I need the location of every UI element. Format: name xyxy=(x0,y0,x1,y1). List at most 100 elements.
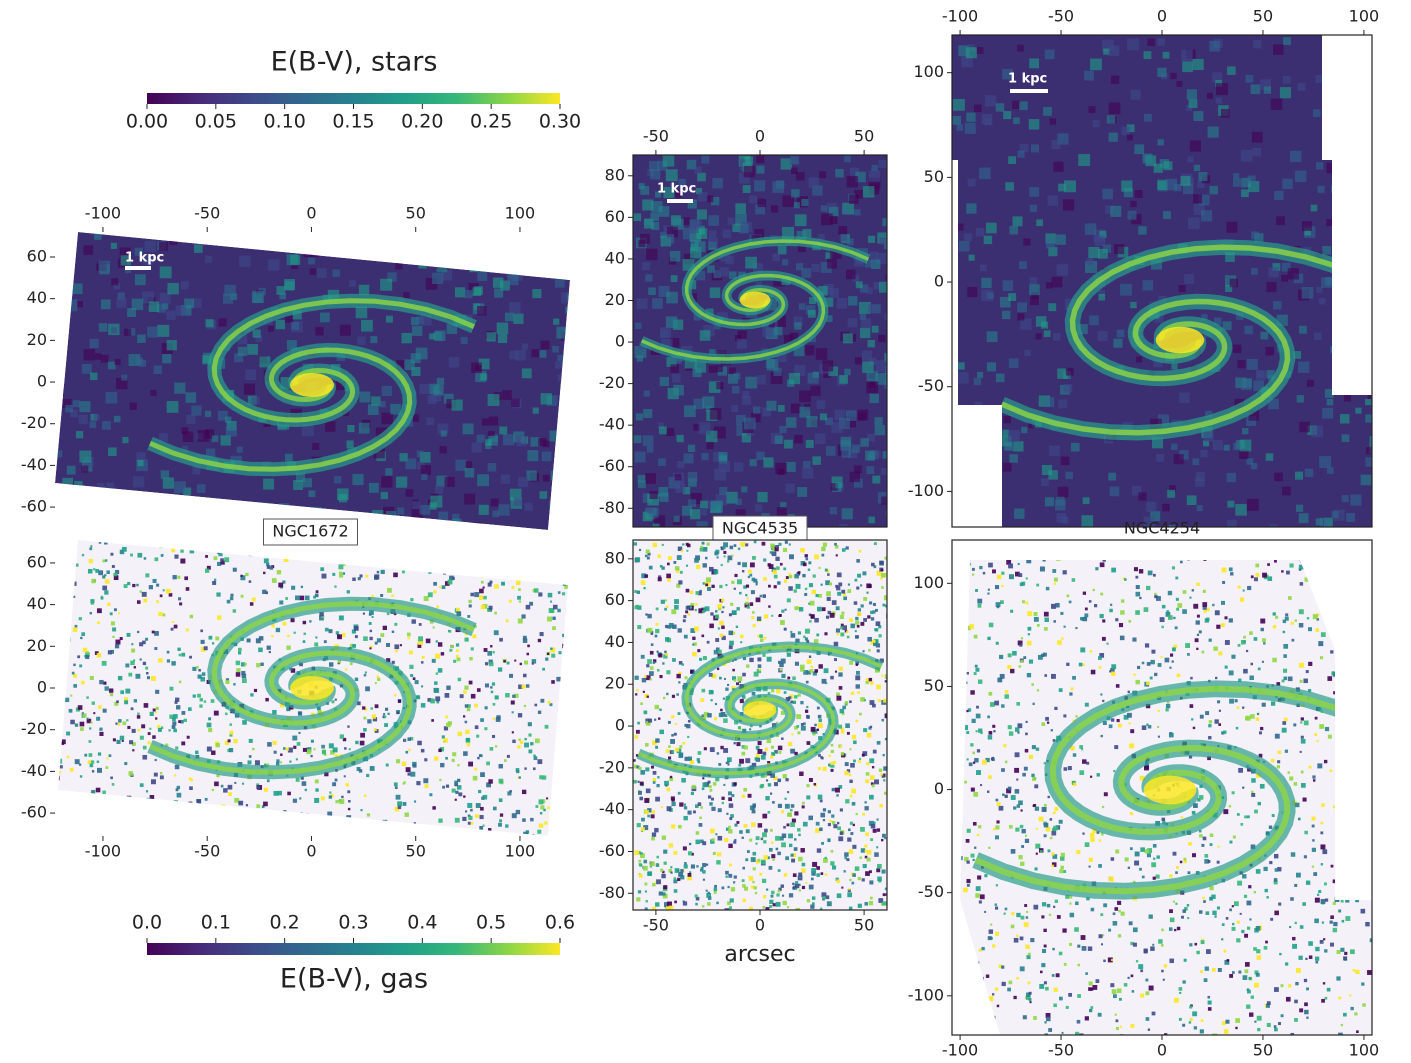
pixel xyxy=(446,686,450,690)
pixel xyxy=(70,695,72,697)
pixel xyxy=(706,890,708,892)
pixel xyxy=(179,654,182,657)
pixel xyxy=(454,781,458,785)
pixel xyxy=(134,699,137,702)
pixel xyxy=(1082,663,1084,665)
pixel xyxy=(1347,816,1351,820)
pixel xyxy=(548,564,550,566)
pixel xyxy=(214,812,218,816)
pixel xyxy=(89,547,92,550)
pixel xyxy=(849,618,853,622)
pixel xyxy=(764,614,768,618)
pixel xyxy=(111,278,118,285)
pixel xyxy=(1232,927,1236,931)
pixel xyxy=(297,742,301,746)
pixel xyxy=(650,861,655,866)
pixel xyxy=(869,171,880,182)
pixel xyxy=(421,474,427,480)
pixel xyxy=(275,818,278,821)
pixel xyxy=(638,860,641,863)
pixel xyxy=(838,226,847,235)
pixel xyxy=(167,283,178,294)
pixel xyxy=(791,854,794,857)
pixel xyxy=(762,906,765,909)
pixel xyxy=(639,863,642,866)
pixel xyxy=(292,736,297,741)
pixel xyxy=(99,680,103,684)
pixel xyxy=(870,681,873,684)
pixel xyxy=(776,566,780,570)
pixel xyxy=(406,246,418,258)
pixel xyxy=(280,754,282,756)
pixel xyxy=(710,287,721,298)
pixel xyxy=(1273,44,1284,55)
pixel xyxy=(355,635,358,638)
pixel xyxy=(841,752,844,755)
pixel xyxy=(853,760,856,763)
y-tick-label: 0 xyxy=(37,372,47,391)
pixel xyxy=(1302,287,1314,299)
pixel xyxy=(322,823,327,828)
pixel xyxy=(171,661,175,665)
pixel xyxy=(701,156,709,164)
pixel xyxy=(818,664,822,668)
pixel xyxy=(176,306,186,316)
pixel xyxy=(153,709,156,712)
pixel xyxy=(97,483,105,491)
pixel xyxy=(1013,117,1020,124)
pixel xyxy=(115,723,117,725)
pixel xyxy=(534,704,537,707)
pixel xyxy=(805,710,808,713)
pixel xyxy=(952,116,961,125)
pixel xyxy=(666,605,669,608)
pixel xyxy=(876,621,881,626)
pixel xyxy=(541,393,552,404)
pixel xyxy=(518,477,528,487)
pixel xyxy=(558,355,564,361)
pixel xyxy=(291,242,297,248)
pixel xyxy=(840,632,844,636)
pixel xyxy=(225,713,227,715)
pixel xyxy=(416,781,420,785)
pixel xyxy=(327,832,331,836)
pixel xyxy=(356,307,368,319)
pixel xyxy=(380,279,392,291)
pixel xyxy=(769,848,773,852)
pixel xyxy=(849,661,853,665)
pixel xyxy=(1292,639,1295,642)
pixel xyxy=(736,682,739,685)
pixel xyxy=(137,713,139,715)
pixel xyxy=(79,401,90,412)
pixel xyxy=(127,726,130,729)
pixel xyxy=(359,423,370,434)
pixel xyxy=(249,827,251,829)
pixel xyxy=(774,782,778,786)
pixel xyxy=(765,796,769,800)
pixel xyxy=(673,851,677,855)
pixel xyxy=(443,738,448,743)
pixel xyxy=(651,766,654,769)
pixel xyxy=(426,832,429,835)
pixel xyxy=(193,694,196,697)
pixel xyxy=(729,803,733,807)
pixel xyxy=(1192,853,1196,857)
pixel xyxy=(1066,472,1073,479)
pixel xyxy=(200,810,202,812)
pixel xyxy=(247,502,257,512)
pixel xyxy=(402,333,412,343)
pixel xyxy=(988,555,991,558)
pixel xyxy=(661,874,665,878)
x-tick-label: 0 xyxy=(306,842,316,861)
pixel xyxy=(224,821,227,824)
pixel xyxy=(549,240,559,250)
pixel xyxy=(1317,740,1319,742)
pixel xyxy=(1075,627,1077,629)
pixel xyxy=(128,673,132,677)
pixel xyxy=(1203,900,1206,903)
pixel xyxy=(1064,626,1066,628)
pixel xyxy=(154,557,158,561)
pixel xyxy=(280,551,284,555)
pixel xyxy=(339,799,344,804)
pixel xyxy=(1101,943,1103,945)
pixel xyxy=(799,303,806,310)
